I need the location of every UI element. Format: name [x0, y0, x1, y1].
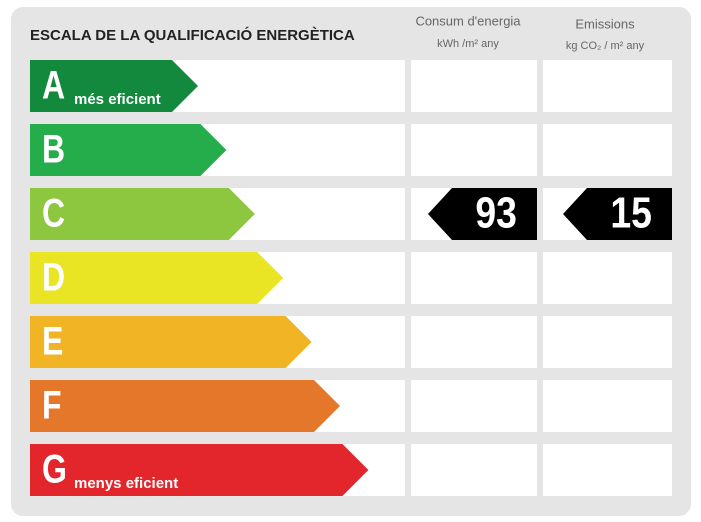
value-cell: [411, 380, 537, 432]
value-cell: [411, 444, 537, 496]
rating-letter: F: [42, 382, 62, 427]
value-cell: [543, 60, 672, 112]
value-cell: [411, 60, 537, 112]
rating-arrow: [30, 316, 312, 368]
value-pointer: [428, 188, 537, 240]
column-title: Emissions: [575, 16, 635, 31]
rating-letter: E: [42, 318, 63, 363]
value-cell: [543, 316, 672, 368]
value-cell: [543, 124, 672, 176]
column-unit: kg CO₂ / m² any: [566, 40, 645, 52]
rating-arrow: [30, 444, 369, 496]
rating-arrow: [30, 124, 227, 176]
rating-letter: G: [42, 446, 67, 491]
rating-arrow: [30, 380, 340, 432]
rating-letter: D: [42, 254, 65, 299]
value-cell: [411, 252, 537, 304]
rating-label: més eficient: [74, 91, 161, 108]
title: ESCALA DE LA QUALIFICACIÓ ENERGÈTICA: [30, 26, 355, 44]
rating-letter: B: [42, 126, 65, 171]
rating-letter: A: [42, 62, 65, 107]
value-cell: [411, 124, 537, 176]
column-title: Consum d'energia: [415, 13, 521, 28]
value-label: 15: [610, 188, 652, 238]
value-cell: [543, 444, 672, 496]
rating-label: menys eficient: [74, 475, 178, 492]
rating-arrow: [30, 60, 198, 112]
value-label: 93: [475, 188, 517, 238]
column-unit: kWh /m² any: [437, 38, 499, 50]
value-cell: [543, 380, 672, 432]
value-cell: [543, 252, 672, 304]
rating-letter: C: [42, 190, 65, 235]
rating-arrow: [30, 188, 255, 240]
value-cell: [411, 316, 537, 368]
rating-arrow: [30, 252, 284, 304]
value-pointer: [563, 188, 672, 240]
